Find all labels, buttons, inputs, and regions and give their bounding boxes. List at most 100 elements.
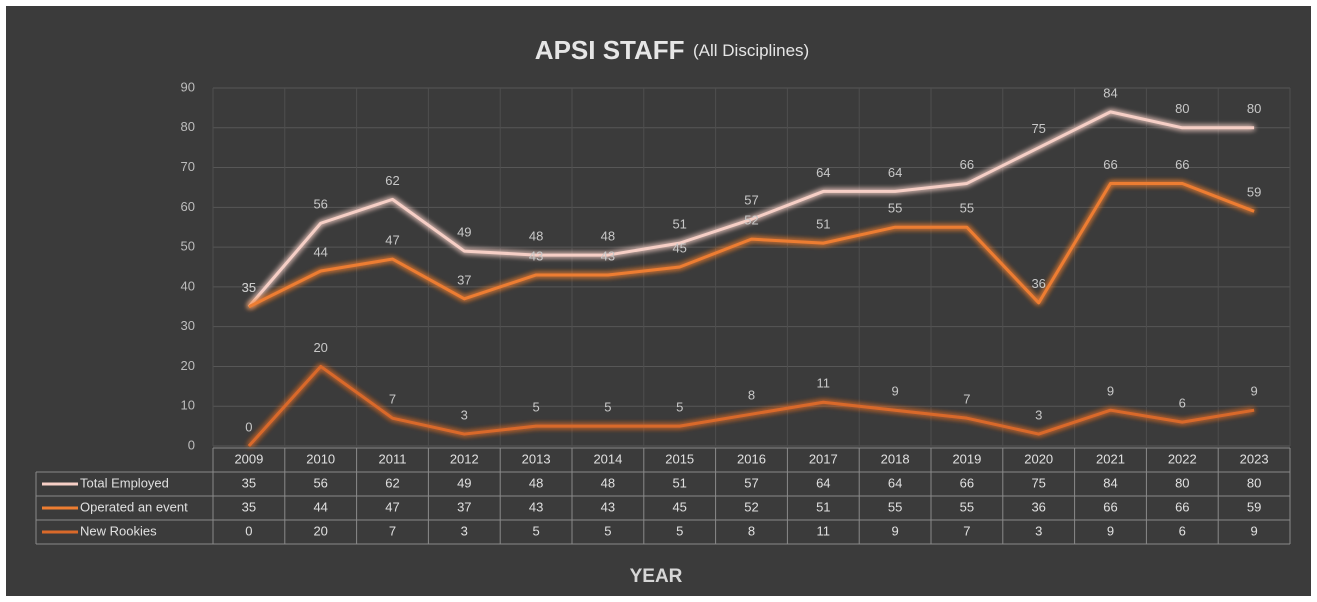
y-tick-label: 20 [181, 358, 195, 373]
data-label: 35 [242, 280, 256, 295]
y-tick-label: 60 [181, 199, 195, 214]
data-label: 51 [672, 217, 686, 232]
table-cell: 51 [672, 475, 686, 490]
x-tick-label: 2018 [881, 451, 910, 466]
data-label: 43 [529, 248, 543, 263]
table-cell: 5 [604, 523, 611, 538]
chart-title: APSI STAFF (All Disciplines) [535, 35, 809, 65]
data-label: 47 [385, 232, 399, 247]
data-label: 3 [1035, 408, 1042, 423]
table-cell: 66 [1175, 499, 1189, 514]
data-label: 48 [529, 229, 543, 244]
table-cell: 48 [529, 475, 543, 490]
y-tick-label: 70 [181, 159, 195, 174]
table-cell: 9 [891, 523, 898, 538]
table-cell: 66 [1103, 499, 1117, 514]
x-tick-label: 2023 [1240, 451, 1269, 466]
table-cell: 56 [313, 475, 327, 490]
table-cell: 9 [1107, 523, 1114, 538]
x-tick-label: 2021 [1096, 451, 1125, 466]
y-tick-label: 90 [181, 79, 195, 94]
data-label: 20 [313, 340, 327, 355]
x-tick-label: 2015 [665, 451, 694, 466]
table-cell: 49 [457, 475, 471, 490]
x-tick-label: 2013 [522, 451, 551, 466]
data-label: 48 [601, 229, 615, 244]
data-label: 37 [457, 272, 471, 287]
data-label: 7 [389, 392, 396, 407]
data-label: 9 [891, 384, 898, 399]
data-label: 5 [676, 400, 683, 415]
data-label: 80 [1175, 101, 1189, 116]
data-label: 45 [672, 240, 686, 255]
table-cell: 37 [457, 499, 471, 514]
table-cell: 57 [744, 475, 758, 490]
table-cell: 80 [1175, 475, 1189, 490]
x-tick-label: 2014 [593, 451, 622, 466]
table-cell: 43 [529, 499, 543, 514]
table-cell: 35 [242, 475, 256, 490]
series-line [247, 364, 1255, 448]
x-tick-label: 2011 [379, 451, 407, 466]
x-tick-label: 2017 [809, 451, 838, 466]
table-cell: 6 [1179, 523, 1186, 538]
data-label: 43 [601, 248, 615, 263]
x-tick-label: 2010 [306, 451, 335, 466]
table-cell: 55 [888, 499, 902, 514]
y-tick-label: 10 [181, 398, 195, 413]
table-cell: 5 [676, 523, 683, 538]
data-label: 84 [1103, 85, 1117, 100]
table-cell: 75 [1031, 475, 1045, 490]
table-cell: 8 [748, 523, 755, 538]
table-cell: 45 [672, 499, 686, 514]
table-cell: 43 [601, 499, 615, 514]
x-tick-label: 2022 [1168, 451, 1197, 466]
table-cell: 35 [242, 499, 256, 514]
table-cell: 66 [960, 475, 974, 490]
data-label: 5 [604, 400, 611, 415]
data-label: 8 [748, 388, 755, 403]
x-tick-label: 2019 [952, 451, 981, 466]
data-label: 7 [963, 392, 970, 407]
table-cell: 5 [532, 523, 539, 538]
data-label: 11 [817, 376, 831, 391]
data-label: 64 [888, 165, 902, 180]
legend-label: Operated an event [80, 499, 188, 514]
data-label: 62 [385, 173, 399, 188]
data-label: 52 [744, 213, 758, 228]
data-label: 5 [532, 400, 539, 415]
table-cell: 59 [1247, 499, 1261, 514]
table-cell: 36 [1031, 499, 1045, 514]
data-label: 44 [313, 244, 327, 259]
data-label: 59 [1247, 185, 1261, 200]
data-label: 56 [313, 197, 327, 212]
table-cell: 20 [313, 523, 327, 538]
table-cell: 3 [461, 523, 468, 538]
data-label: 51 [816, 217, 830, 232]
data-label: 66 [1175, 157, 1189, 172]
data-label: 66 [1103, 157, 1117, 172]
table-cell: 48 [601, 475, 615, 490]
data-label: 80 [1247, 101, 1261, 116]
table-cell: 9 [1250, 523, 1257, 538]
chart-background [6, 6, 1311, 596]
data-label: 49 [457, 225, 471, 240]
series-line [248, 181, 1255, 309]
table-cell: 52 [744, 499, 758, 514]
table-cell: 47 [385, 499, 399, 514]
table-cell: 11 [817, 523, 831, 538]
x-tick-label: 2012 [450, 451, 479, 466]
data-label: 55 [960, 201, 974, 216]
table-cell: 84 [1103, 475, 1117, 490]
table-cell: 3 [1035, 523, 1042, 538]
y-tick-label: 0 [188, 437, 195, 452]
table-cell: 62 [385, 475, 399, 490]
data-label: 9 [1107, 384, 1114, 399]
data-label: 35 [242, 280, 256, 295]
table-cell: 7 [963, 523, 970, 538]
data-label: 9 [1250, 384, 1257, 399]
table-cell: 55 [960, 499, 974, 514]
legend-label: Total Employed [80, 475, 169, 490]
data-label: 6 [1179, 396, 1186, 411]
